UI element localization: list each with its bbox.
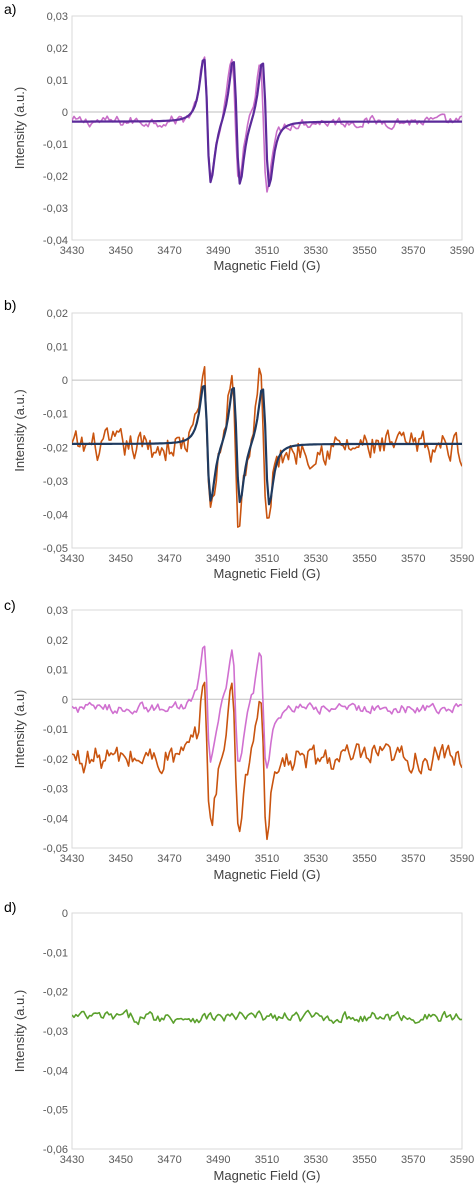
x-tick-label: 3470 [157,1154,181,1166]
plot-area [71,609,463,849]
series-line [72,56,462,193]
panel-label: b) [4,297,16,313]
x-tick-label: 3470 [157,853,181,865]
x-axis-title: Magnetic Field (G) [214,867,321,882]
x-tick-label: 3530 [304,245,328,257]
y-tick-label: -0,01 [43,409,68,421]
y-tick-label: -0,06 [43,1144,68,1156]
x-axis-title: Magnetic Field (G) [214,1168,321,1183]
y-tick-label: -0,05 [43,843,68,855]
y-tick-label: -0,01 [43,724,68,736]
y-tick-label: -0,02 [43,442,68,454]
x-tick-label: 3490 [206,553,230,565]
plot-area [71,312,463,549]
x-tick-label: 3490 [206,245,230,257]
x-tick-label: 3510 [255,1154,279,1166]
series-line [72,681,462,841]
x-tick-label: 3430 [60,553,84,565]
y-tick-label: -0,04 [43,813,68,825]
y-tick-label: -0,03 [43,1026,68,1038]
y-tick-label: -0,03 [43,784,68,796]
y-axis-title: Intensity (a.u.) [12,990,27,1072]
x-axis-title: Magnetic Field (G) [214,566,321,581]
x-tick-label: 3510 [255,853,279,865]
x-tick-label: 3570 [401,1154,425,1166]
x-tick-label: 3490 [206,853,230,865]
x-tick-label: 3550 [352,1154,376,1166]
y-tick-label: -0,03 [43,476,68,488]
x-tick-label: 3510 [255,245,279,257]
y-tick-label: 0 [62,908,68,920]
x-axis-title: Magnetic Field (G) [214,258,321,273]
y-tick-label: -0,02 [43,987,68,999]
x-tick-label: 3590 [450,245,474,257]
y-tick-label: 0 [62,107,68,119]
x-tick-label: 3450 [109,553,133,565]
series-line [72,366,462,528]
plot-area [71,912,463,1150]
panel-label: d) [4,899,16,915]
x-tick-label: 3450 [109,245,133,257]
x-tick-label: 3470 [157,245,181,257]
y-tick-label: -0,03 [43,203,68,215]
chart-panel: c) 0,03 0,02 0,01 0 -0,01 -0,02 -0,03 -0,04 -0,05… [4,597,474,882]
chart-panel: b) 0,02 0,01 0 -0,01 -0,02 -0,03 -0,04 -0,053430… [4,297,474,581]
x-tick-label: 3570 [401,853,425,865]
y-tick-label: -0,01 [43,139,68,151]
x-tick-label: 3430 [60,1154,84,1166]
y-tick-label: -0,02 [43,754,68,766]
x-tick-label: 3590 [450,853,474,865]
y-tick-label: 0,02 [47,43,68,55]
y-tick-label: 0 [62,694,68,706]
series-line [72,645,462,769]
x-tick-label: 3530 [304,1154,328,1166]
panel-label: c) [4,597,16,613]
y-axis-title: Intensity (a.u.) [12,87,27,169]
x-tick-label: 3430 [60,245,84,257]
x-tick-label: 3490 [206,1154,230,1166]
y-axis-title: Intensity (a.u) [12,690,27,769]
series-line [72,58,462,188]
y-tick-label: -0,04 [43,1065,68,1077]
series-line [72,1009,462,1026]
y-tick-label: 0,02 [47,635,68,647]
y-tick-label: 0,03 [47,605,68,617]
x-tick-label: 3570 [401,245,425,257]
y-tick-label: 0,01 [47,665,68,677]
x-tick-label: 3590 [450,553,474,565]
y-tick-label: -0,01 [43,947,68,959]
y-tick-label: 0 [62,375,68,387]
series-line [72,384,462,506]
plot-area [71,15,463,241]
y-tick-label: 0,01 [47,342,68,354]
panel-label: a) [4,1,16,17]
x-tick-label: 3510 [255,553,279,565]
x-tick-label: 3430 [60,853,84,865]
y-tick-label: -0,02 [43,171,68,183]
y-tick-label: 0,02 [47,308,68,320]
x-tick-label: 3450 [109,853,133,865]
x-tick-label: 3550 [352,853,376,865]
y-axis-title: Intensity (a.u.) [12,389,27,471]
y-tick-label: 0,01 [47,75,68,87]
y-tick-label: -0,05 [43,543,68,555]
x-tick-label: 3450 [109,1154,133,1166]
y-tick-label: 0,03 [47,11,68,23]
x-tick-label: 3530 [304,553,328,565]
x-tick-label: 3550 [352,553,376,565]
y-tick-label: -0,04 [43,235,68,247]
y-tick-label: -0,04 [43,509,68,521]
x-tick-label: 3470 [157,553,181,565]
y-tick-label: -0,05 [43,1105,68,1117]
x-tick-label: 3550 [352,245,376,257]
x-tick-label: 3530 [304,853,328,865]
x-tick-label: 3590 [450,1154,474,1166]
x-tick-label: 3570 [401,553,425,565]
